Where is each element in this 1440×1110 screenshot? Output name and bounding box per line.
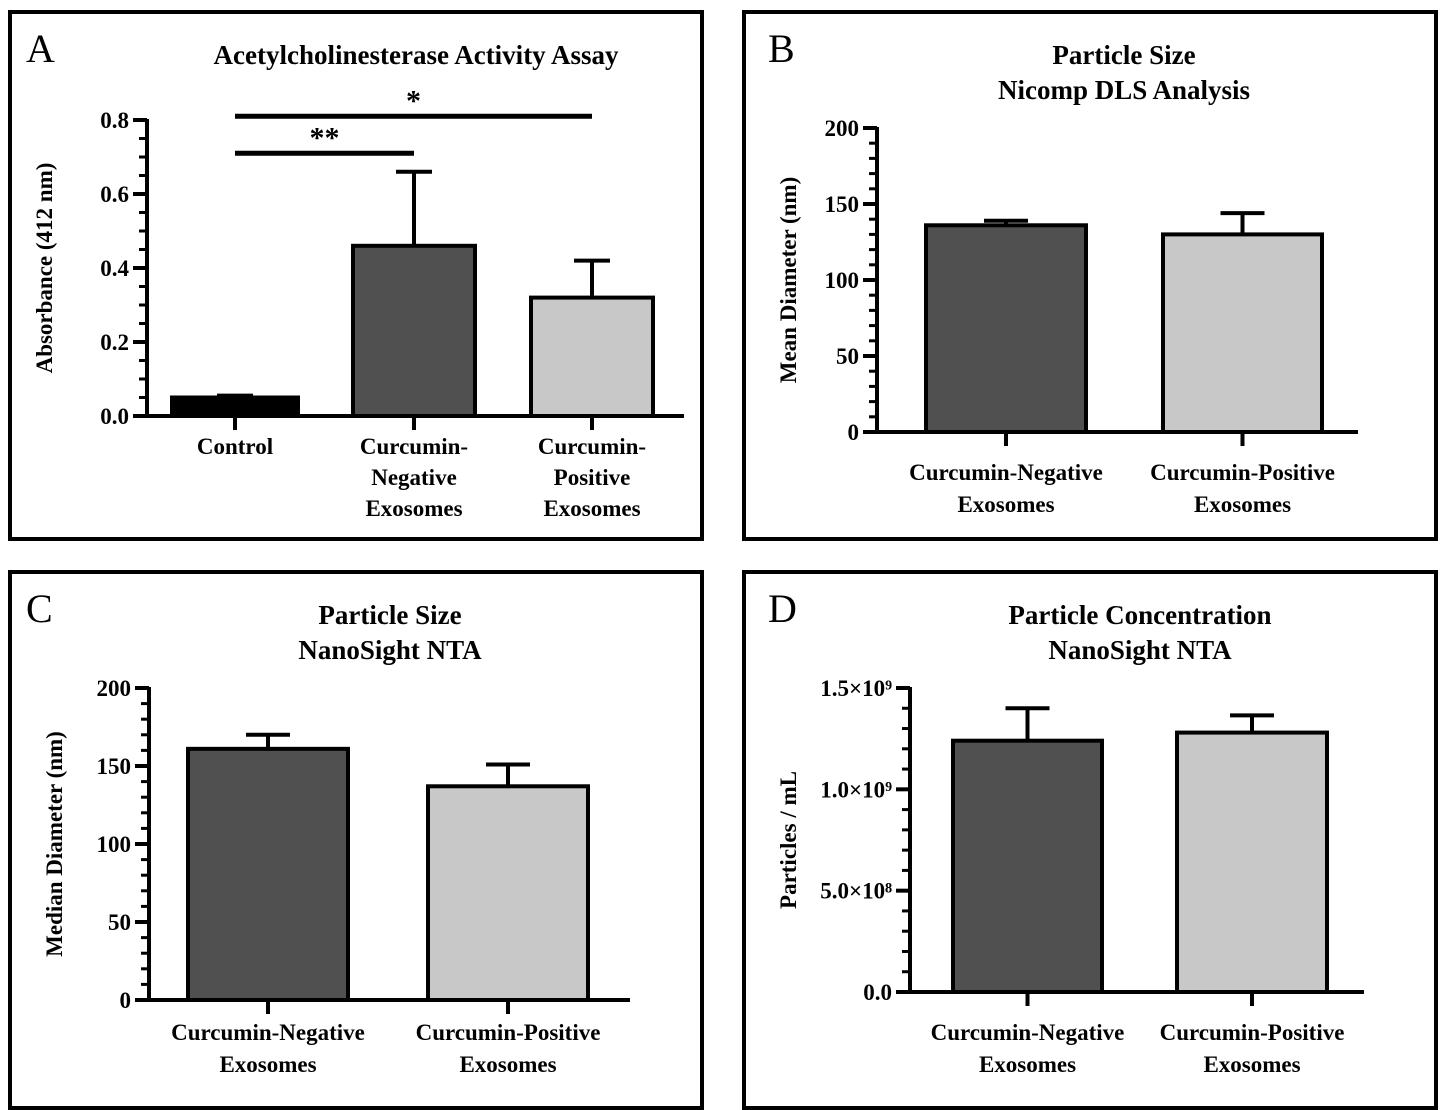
bar <box>186 746 350 1002</box>
y-tick-label: 200 <box>825 116 860 141</box>
y-axis-label: Particles / mL <box>776 771 801 909</box>
bar <box>170 395 300 418</box>
category-label: Exosomes <box>543 496 640 521</box>
y-tick-label: 5.0×10⁸ <box>820 879 892 904</box>
category-label: Curcumin-Positive <box>1160 1020 1345 1045</box>
category-label: Curcumin-Positive <box>1150 460 1335 485</box>
panel-d: D Particle Concentration NanoSight NTA Part… <box>742 570 1438 1110</box>
category-label: Control <box>197 434 273 459</box>
chart-c: C Particle Size NanoSight NTA Median Diamet… <box>26 586 630 1077</box>
bar <box>351 243 477 418</box>
y-tick-label: 0 <box>120 988 132 1013</box>
y-axis-label: Absorbance (412 nm) <box>32 163 57 374</box>
category-label: Curcumin- <box>538 434 646 459</box>
y-tick-label: 150 <box>97 754 132 779</box>
y-tick-label: 1.0×10⁹ <box>820 777 892 802</box>
y-tick-label: 50 <box>108 910 131 935</box>
panel-letter: B <box>768 26 795 71</box>
bar <box>951 738 1104 994</box>
panel-b: B Particle Size Nicomp DLS Analysis Mean Di… <box>742 10 1438 541</box>
y-axis-label: Mean Diameter (nm) <box>776 177 801 384</box>
category-label: Exosomes <box>219 1052 316 1077</box>
chart-title: NanoSight NTA <box>1048 635 1232 665</box>
chart-d: D Particle Concentration NanoSight NTA Part… <box>768 586 1364 1077</box>
y-axis-label: Median Diameter (nm) <box>42 731 67 957</box>
y-tick-label: 1.5×10⁹ <box>820 676 892 701</box>
y-tick-label: 0.2 <box>100 330 129 355</box>
y-tick-label: 100 <box>825 268 860 293</box>
y-tick-label: 0 <box>848 420 860 445</box>
category-label: Exosomes <box>979 1052 1076 1077</box>
category-label: Curcumin-Negative <box>909 460 1103 485</box>
category-label: Negative <box>371 465 457 490</box>
chart-title: Acetylcholinesterase Activity Assay <box>214 40 619 70</box>
chart-title: Particle Concentration <box>1008 600 1271 630</box>
panel-a: A Acetylcholinesterase Activity Assay Abso… <box>8 10 704 541</box>
panel-letter: A <box>26 26 55 71</box>
category-label: Curcumin- <box>360 434 468 459</box>
chart-title: Nicomp DLS Analysis <box>998 75 1250 105</box>
y-tick-label: 0.0 <box>100 404 129 429</box>
bar <box>426 784 590 1002</box>
chart-b: B Particle Size Nicomp DLS Analysis Mean Di… <box>768 26 1358 517</box>
category-label: Curcumin-Negative <box>171 1020 365 1045</box>
category-label: Exosomes <box>459 1052 556 1077</box>
panel-letter: C <box>26 586 53 631</box>
bar <box>924 223 1088 434</box>
y-tick-label: 0.8 <box>100 108 129 133</box>
y-tick-label: 200 <box>97 676 132 701</box>
category-label: Positive <box>554 465 631 490</box>
category-label: Exosomes <box>365 496 462 521</box>
category-label: Curcumin-Negative <box>931 1020 1125 1045</box>
y-tick-label: 50 <box>836 344 859 369</box>
y-tick-label: 100 <box>97 832 132 857</box>
category-label: Exosomes <box>1194 492 1291 517</box>
category-label: Exosomes <box>1203 1052 1300 1077</box>
y-tick-label: 0.0 <box>863 980 892 1005</box>
panel-letter: D <box>768 586 797 631</box>
category-label: Curcumin-Positive <box>416 1020 601 1045</box>
panel-c: C Particle Size NanoSight NTA Median Diamet… <box>8 570 704 1110</box>
chart-title: Particle Size <box>1052 40 1195 70</box>
chart-title: NanoSight NTA <box>298 635 482 665</box>
significance-label: * <box>406 84 421 117</box>
significance-label: ** <box>310 121 340 154</box>
chart-a: A Acetylcholinesterase Activity Assay Abso… <box>26 26 684 521</box>
y-tick-label: 0.6 <box>100 182 129 207</box>
bar <box>1161 232 1324 434</box>
bar <box>1175 730 1329 994</box>
category-label: Exosomes <box>957 492 1054 517</box>
chart-title: Particle Size <box>318 600 461 630</box>
y-tick-label: 150 <box>825 192 860 217</box>
bar <box>529 295 655 419</box>
y-tick-label: 0.4 <box>100 256 129 281</box>
